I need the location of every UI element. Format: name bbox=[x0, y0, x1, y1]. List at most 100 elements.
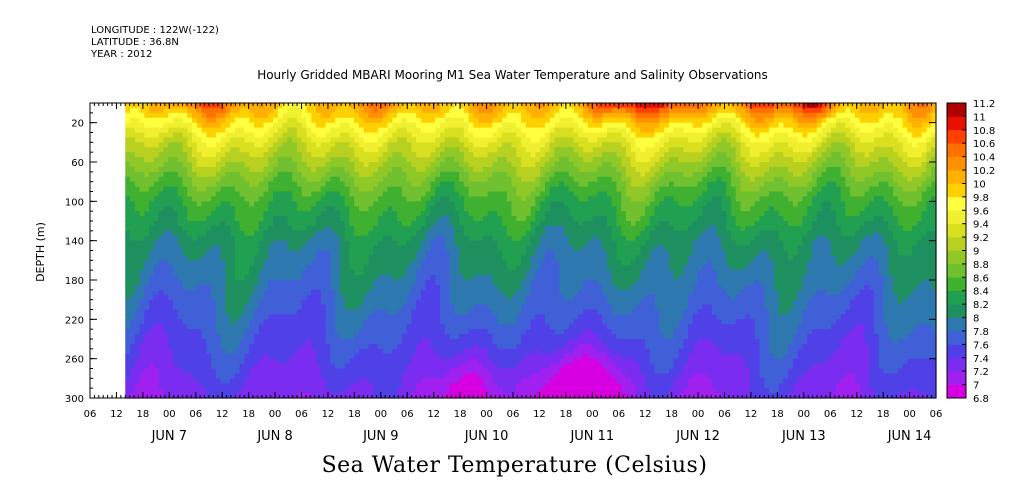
heatmap-cell bbox=[311, 363, 317, 370]
heatmap-cell bbox=[511, 358, 517, 365]
heatmap-cell bbox=[378, 299, 384, 306]
heatmap-cell bbox=[211, 147, 217, 153]
heatmap-cell bbox=[506, 201, 513, 207]
heatmap-cell bbox=[473, 260, 479, 266]
heatmap-cell bbox=[134, 216, 141, 222]
heatmap-cell bbox=[454, 383, 460, 389]
heatmap-cell bbox=[497, 284, 503, 291]
heatmap-cell bbox=[125, 260, 131, 266]
heatmap-cell bbox=[354, 368, 360, 375]
heatmap-cell bbox=[444, 117, 451, 124]
heatmap-cell bbox=[168, 329, 174, 335]
heatmap-cell bbox=[516, 137, 522, 143]
heatmap-cell bbox=[444, 103, 451, 109]
heatmap-cell bbox=[201, 191, 207, 198]
heatmap-cell bbox=[335, 103, 341, 109]
heatmap-cell bbox=[397, 240, 403, 247]
heatmap-cell bbox=[296, 388, 303, 394]
heatmap-cell bbox=[225, 339, 231, 345]
heatmap-cell bbox=[153, 137, 160, 143]
heatmap-cell bbox=[292, 240, 298, 247]
heatmap-cell bbox=[378, 147, 384, 153]
heatmap-cell bbox=[416, 142, 422, 148]
heatmap-cell bbox=[454, 378, 460, 384]
heatmap-cell bbox=[401, 393, 408, 399]
heatmap-cell bbox=[263, 196, 269, 202]
heatmap-cell bbox=[325, 304, 331, 311]
heatmap-cell bbox=[482, 324, 489, 330]
heatmap-cell bbox=[440, 171, 446, 178]
heatmap-cell bbox=[258, 260, 265, 266]
heatmap-cell bbox=[201, 216, 207, 222]
heatmap-cell bbox=[239, 393, 246, 399]
heatmap-cell bbox=[292, 289, 298, 296]
heatmap-cell bbox=[420, 289, 427, 296]
heatmap-cell bbox=[339, 181, 346, 188]
heatmap-cell bbox=[373, 240, 379, 247]
heatmap-cell bbox=[416, 201, 422, 207]
heatmap-cell bbox=[249, 250, 255, 257]
heatmap-cell bbox=[201, 122, 207, 129]
heatmap-cell bbox=[468, 260, 474, 266]
heatmap-cell bbox=[139, 211, 145, 217]
heatmap-cell bbox=[239, 230, 246, 237]
heatmap-cell bbox=[401, 275, 408, 281]
heatmap-cell bbox=[487, 107, 494, 114]
heatmap-cell bbox=[311, 280, 317, 286]
heatmap-cell bbox=[187, 353, 193, 360]
heatmap-cell bbox=[482, 358, 489, 365]
heatmap-cell bbox=[358, 206, 365, 212]
heatmap-cell bbox=[482, 201, 489, 207]
heatmap-cell bbox=[440, 353, 446, 360]
heatmap-cell bbox=[502, 393, 508, 399]
heatmap-cell bbox=[492, 343, 498, 350]
heatmap-cell bbox=[416, 368, 422, 375]
heatmap-cell bbox=[473, 221, 479, 227]
heatmap-cell bbox=[511, 275, 517, 281]
heatmap-cell bbox=[177, 230, 184, 237]
heatmap-cell bbox=[301, 103, 308, 109]
heatmap-cell bbox=[311, 289, 317, 296]
heatmap-cell bbox=[335, 152, 341, 158]
heatmap-cell bbox=[306, 363, 312, 370]
heatmap-cell bbox=[292, 230, 298, 237]
heatmap-cell bbox=[487, 221, 494, 227]
heatmap-cell bbox=[387, 275, 393, 281]
heatmap-cell bbox=[430, 378, 436, 384]
heatmap-cell bbox=[397, 265, 403, 271]
heatmap-cell bbox=[354, 270, 360, 276]
heatmap-cell bbox=[344, 368, 350, 375]
heatmap-cell bbox=[201, 107, 207, 114]
heatmap-cell bbox=[330, 176, 336, 183]
heatmap-cell bbox=[201, 348, 207, 355]
heatmap-cell bbox=[392, 343, 398, 350]
heatmap-cell bbox=[254, 152, 260, 158]
heatmap-cell bbox=[330, 334, 336, 340]
heatmap-cell bbox=[234, 240, 241, 247]
heatmap-cell bbox=[177, 343, 184, 350]
heatmap-cell bbox=[492, 122, 498, 129]
heatmap-cell bbox=[468, 319, 474, 325]
heatmap-cell bbox=[506, 117, 513, 124]
heatmap-cell bbox=[230, 299, 236, 306]
heatmap-cell bbox=[449, 260, 455, 266]
heatmap-cell bbox=[444, 162, 451, 168]
heatmap-cell bbox=[234, 117, 241, 124]
heatmap-cell bbox=[382, 368, 389, 375]
heatmap-cell bbox=[220, 280, 226, 286]
heatmap-cell bbox=[249, 353, 255, 360]
heatmap-cell bbox=[234, 388, 241, 394]
heatmap-cell bbox=[292, 250, 298, 257]
heatmap-cell bbox=[234, 284, 241, 291]
heatmap-cell bbox=[273, 255, 279, 261]
heatmap-cell bbox=[473, 393, 479, 399]
heatmap-cell bbox=[263, 166, 269, 173]
heatmap-cell bbox=[287, 162, 293, 168]
heatmap-cell bbox=[325, 368, 331, 375]
heatmap-cell bbox=[282, 383, 288, 389]
heatmap-cell bbox=[201, 284, 207, 291]
heatmap-cell bbox=[130, 176, 136, 183]
heatmap-cell bbox=[463, 388, 470, 394]
heatmap-cell bbox=[168, 206, 174, 212]
heatmap-cell bbox=[335, 201, 341, 207]
